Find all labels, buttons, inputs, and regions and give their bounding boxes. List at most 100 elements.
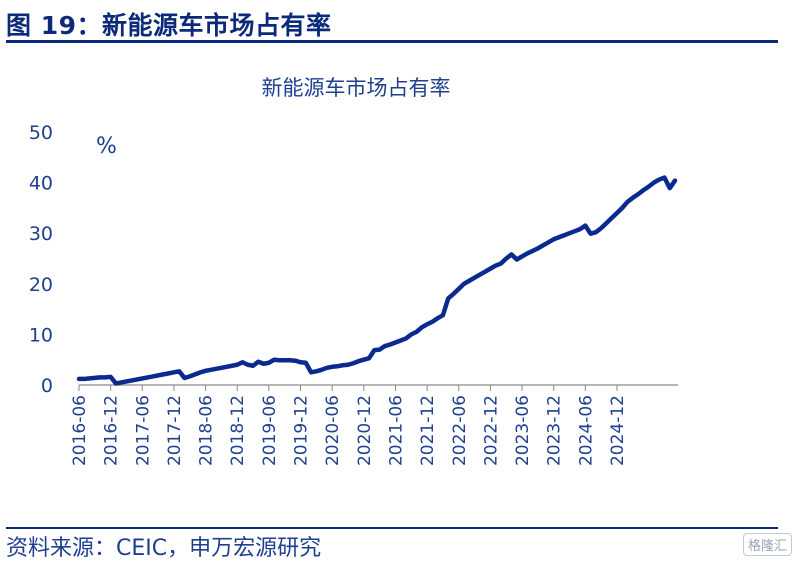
data-point (488, 267, 492, 271)
y-tick-label: 0 (41, 375, 53, 397)
x-tick-label: 2017-06 (133, 395, 153, 466)
data-point (536, 246, 540, 250)
data-point (531, 249, 535, 253)
data-point (631, 196, 635, 200)
data-point (214, 367, 218, 371)
data-point (525, 251, 529, 255)
data-point (235, 363, 239, 367)
data-point (388, 343, 392, 347)
data-point (573, 229, 577, 233)
data-point (462, 282, 466, 286)
data-point (378, 348, 382, 352)
data-point (599, 226, 603, 230)
data-point (620, 206, 624, 210)
data-point (362, 358, 366, 362)
data-point (351, 361, 355, 365)
data-point (325, 366, 329, 370)
data-point (657, 178, 661, 182)
data-point (520, 254, 524, 258)
data-point (589, 232, 593, 236)
data-point (662, 176, 666, 180)
x-tick-label: 2023-12 (545, 395, 565, 466)
data-point (314, 369, 318, 373)
data-point (304, 361, 308, 365)
series-layer (76, 175, 678, 386)
data-point (515, 258, 519, 262)
y-axis: 0 10 20 30 40 50 (29, 122, 53, 397)
data-point (557, 235, 561, 239)
data-point (299, 360, 303, 364)
data-point (93, 376, 97, 380)
series-line (76, 175, 678, 386)
x-tick-label: 2022-12 (481, 395, 501, 466)
data-point (420, 325, 424, 329)
data-point (225, 365, 229, 369)
data-point (114, 381, 118, 385)
x-tick-label: 2019-06 (260, 395, 280, 466)
y-tick-label: 40 (29, 173, 53, 195)
data-point (404, 336, 408, 340)
data-point (346, 363, 350, 367)
figure-header: 图 19：新能源车市场占有率 (6, 4, 778, 43)
data-point (209, 368, 213, 372)
data-point (552, 237, 556, 241)
x-tick-label: 2016-06 (70, 395, 90, 466)
y-unit-label: % (96, 134, 117, 159)
data-point (193, 372, 197, 376)
data-point (451, 292, 455, 296)
data-point (652, 181, 656, 185)
data-point (241, 360, 245, 364)
data-point (182, 376, 186, 380)
data-point (256, 360, 260, 364)
data-point (430, 320, 434, 324)
data-point (251, 364, 255, 368)
data-point (146, 375, 150, 379)
data-point (88, 376, 92, 380)
data-point (262, 362, 266, 366)
data-point (457, 287, 461, 291)
data-point (626, 200, 630, 204)
data-point (499, 262, 503, 266)
data-point (151, 374, 155, 378)
chart-title: 新能源车市场占有率 (262, 76, 451, 100)
data-point (156, 373, 160, 377)
data-point (330, 365, 334, 369)
data-point (198, 370, 202, 374)
data-point (288, 358, 292, 362)
data-point (177, 369, 181, 373)
data-point (594, 230, 598, 234)
data-point (473, 276, 477, 280)
data-point (399, 338, 403, 342)
data-point (615, 211, 619, 215)
x-tick-label: 2021-12 (418, 395, 438, 466)
x-tick-label: 2022-06 (450, 395, 470, 466)
data-point (604, 221, 608, 225)
data-point (167, 371, 171, 375)
data-point (562, 233, 566, 237)
data-point (541, 243, 545, 247)
data-point (436, 316, 440, 320)
y-tick-label: 20 (29, 274, 53, 296)
data-point (504, 257, 508, 261)
data-point (77, 377, 81, 381)
x-tick-label: 2019-12 (292, 395, 312, 466)
data-point (135, 377, 139, 381)
data-point (383, 344, 387, 348)
data-point (647, 185, 651, 189)
data-point (610, 216, 614, 220)
data-point (636, 192, 640, 196)
data-point (219, 366, 223, 370)
x-tick-label: 2024-06 (576, 395, 596, 466)
source-note: 资料来源：CEIC，申万宏源研究 (6, 536, 322, 561)
data-point (119, 380, 123, 384)
x-tick-label: 2024-12 (608, 395, 628, 466)
data-point (161, 372, 165, 376)
data-point (172, 370, 176, 374)
data-point (372, 348, 376, 352)
x-tick-label: 2016-12 (102, 395, 122, 466)
x-tick-label: 2023-06 (513, 395, 533, 466)
data-point (641, 188, 645, 192)
x-tick-label: 2020-12 (355, 395, 375, 466)
data-point (494, 264, 498, 268)
